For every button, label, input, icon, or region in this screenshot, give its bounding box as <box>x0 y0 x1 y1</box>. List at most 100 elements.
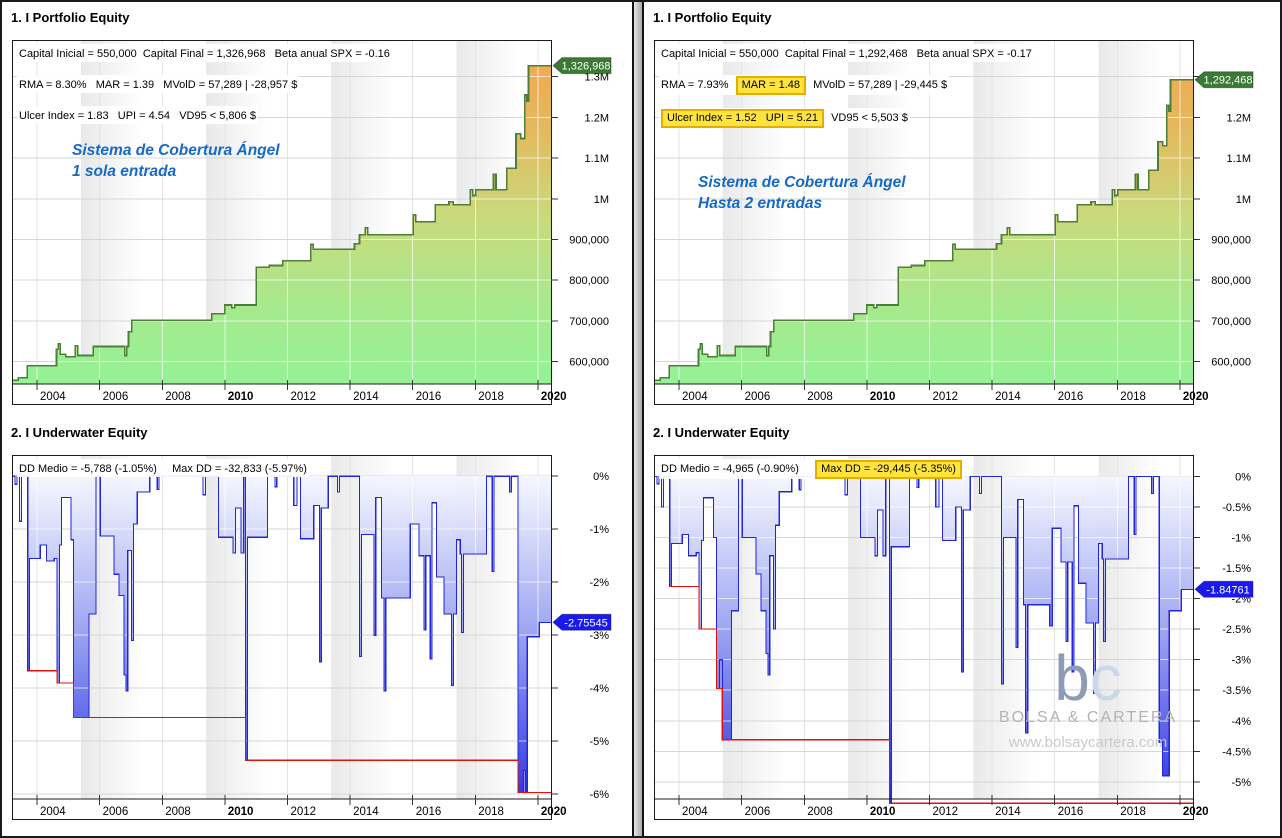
stat-value: Ulcer Index = 1.83 UPI = 4.54 VD95 < 5,8… <box>19 110 256 122</box>
svg-text:-6%: -6% <box>589 789 609 801</box>
svg-text:2020: 2020 <box>541 391 567 403</box>
stat-value: Capital Inicial = 550,000 Capital Final … <box>19 48 390 60</box>
svg-text:2008: 2008 <box>165 806 191 818</box>
svg-text:-1.5%: -1.5% <box>1222 563 1251 575</box>
svg-text:2010: 2010 <box>228 806 254 818</box>
svg-text:2008: 2008 <box>807 391 833 403</box>
panel-single-entry: 1. I Portfolio Equity 2004 2006 2008 2010 20… <box>2 2 632 836</box>
svg-text:-1.84761: -1.84761 <box>1206 584 1249 596</box>
stats-row: DD Medio = -5,788 (-1.05%) Max DD = -32,… <box>17 459 309 477</box>
stats-row: Ulcer Index = 1.52 UPI = 5.21 VD95 < 5,5… <box>659 108 910 128</box>
portfolio-equity-chart: 2004 2006 2008 2010 2012 2014 2016 2018 2020 600,… <box>12 40 612 406</box>
svg-text:1,326,968: 1,326,968 <box>562 61 611 73</box>
svg-text:2006: 2006 <box>745 806 771 818</box>
last-value-badge <box>1194 580 1254 598</box>
panel-two-entries: 1. I Portfolio Equity 2004 2006 2008 2010 20… <box>644 2 1280 836</box>
panel-splitter[interactable] <box>632 2 644 836</box>
portfolio-equity-chart: 2004 2006 2008 2010 2012 2014 2016 2018 2020 600,… <box>654 40 1254 406</box>
svg-text:1.2M: 1.2M <box>585 112 609 124</box>
underwater-equity-title: 2. I Underwater Equity <box>653 425 790 440</box>
svg-text:2010: 2010 <box>870 391 896 403</box>
svg-text:2012: 2012 <box>932 806 958 818</box>
svg-text:2012: 2012 <box>932 391 958 403</box>
svg-text:-4%: -4% <box>589 683 609 695</box>
svg-text:1.2M: 1.2M <box>1227 112 1251 124</box>
svg-text:600,000: 600,000 <box>569 357 609 369</box>
underwater-equity-title: 2. I Underwater Equity <box>11 425 148 440</box>
annotation-line: 1 sola entrada <box>72 163 177 180</box>
stats-row: Ulcer Index = 1.83 UPI = 4.54 VD95 < 5,8… <box>17 106 258 124</box>
stats-row: Capital Inicial = 550,000 Capital Final … <box>659 44 1034 62</box>
stat-value: RMA = 7.93% <box>661 79 732 91</box>
underwater-equity-chart: 2004 2006 2008 2010 2012 2014 2016 2018 2020 0% -0… <box>654 455 1254 821</box>
svg-text:2010: 2010 <box>870 806 896 818</box>
svg-text:-5%: -5% <box>1231 777 1251 789</box>
underwater-equity-plot: 2004 2006 2008 2010 2012 2014 2016 2018 2020 0% -1… <box>12 455 612 820</box>
svg-text:2012: 2012 <box>290 806 316 818</box>
stat-value: RMA = 8.30% MAR = 1.39 MVolD = 57,289 | … <box>19 79 298 91</box>
annotation-line: Hasta 2 entradas <box>698 195 823 212</box>
svg-text:-2.75545: -2.75545 <box>564 617 607 629</box>
svg-text:2018: 2018 <box>478 391 504 403</box>
annotation-line: Sistema de Cobertura Ángel <box>698 174 906 191</box>
svg-text:600,000: 600,000 <box>1211 357 1251 369</box>
stats-row: RMA = 8.30% MAR = 1.39 MVolD = 57,289 | … <box>17 75 300 93</box>
portfolio-equity-title: 1. I Portfolio Equity <box>11 10 130 25</box>
svg-text:2020: 2020 <box>541 806 567 818</box>
svg-text:-3.5%: -3.5% <box>1222 685 1251 697</box>
svg-text:1,292,468: 1,292,468 <box>1204 75 1253 87</box>
portfolio-equity-title: 1. I Portfolio Equity <box>653 10 772 25</box>
svg-text:800,000: 800,000 <box>1211 275 1251 287</box>
stat-value: VD95 < 5,503 $ <box>828 112 908 124</box>
svg-text:2006: 2006 <box>103 391 129 403</box>
svg-text:-0.5%: -0.5% <box>1222 502 1251 514</box>
svg-text:2016: 2016 <box>416 391 442 403</box>
svg-text:2008: 2008 <box>165 391 191 403</box>
svg-text:2014: 2014 <box>353 391 379 403</box>
svg-text:800,000: 800,000 <box>569 275 609 287</box>
stat-value: MVolD = 57,289 | -29,445 $ <box>810 79 948 91</box>
portfolio-equity-plot: 2004 2006 2008 2010 2012 2014 2016 2018 2020 600,… <box>654 40 1254 405</box>
svg-text:-2.5%: -2.5% <box>1222 624 1251 636</box>
svg-text:2008: 2008 <box>807 806 833 818</box>
last-value-badge <box>1194 71 1254 89</box>
svg-text:-1%: -1% <box>589 524 609 536</box>
svg-text:2020: 2020 <box>1183 391 1209 403</box>
svg-text:2018: 2018 <box>1120 806 1146 818</box>
svg-text:0%: 0% <box>593 471 609 483</box>
svg-text:2014: 2014 <box>995 391 1021 403</box>
system-annotation: Sistema de Cobertura Ángel Hasta 2 entra… <box>698 172 906 214</box>
svg-text:-1%: -1% <box>1231 532 1251 544</box>
svg-text:2014: 2014 <box>353 806 379 818</box>
portfolio-stats: Capital Inicial = 550,000 Capital Final … <box>17 44 392 137</box>
svg-text:2010: 2010 <box>228 391 254 403</box>
svg-text:2018: 2018 <box>1120 391 1146 403</box>
underwater-equity-plot: 2004 2006 2008 2010 2012 2014 2016 2018 2020 0% -0… <box>654 455 1254 820</box>
svg-text:1.3M: 1.3M <box>585 72 609 84</box>
svg-text:2004: 2004 <box>682 806 708 818</box>
underwater-stats: DD Medio = -4,965 (-0.90%) Max DD = -29,… <box>659 459 964 492</box>
svg-text:2016: 2016 <box>1058 391 1084 403</box>
stats-row: Capital Inicial = 550,000 Capital Final … <box>17 44 392 62</box>
svg-text:700,000: 700,000 <box>1211 316 1251 328</box>
stats-row: DD Medio = -4,965 (-0.90%) Max DD = -29,… <box>659 459 964 479</box>
svg-text:2004: 2004 <box>40 391 66 403</box>
svg-text:2006: 2006 <box>103 806 129 818</box>
svg-text:2020: 2020 <box>1183 806 1209 818</box>
system-annotation: Sistema de Cobertura Ángel 1 sola entrad… <box>72 140 280 182</box>
svg-text:-4.5%: -4.5% <box>1222 746 1251 758</box>
svg-text:2014: 2014 <box>995 806 1021 818</box>
stats-row: RMA = 7.93% MAR = 1.48 MVolD = 57,289 | … <box>659 75 950 95</box>
annotation-line: Sistema de Cobertura Ángel <box>72 142 280 159</box>
stat-value-highlighted: MAR = 1.48 <box>735 76 807 95</box>
svg-text:2018: 2018 <box>478 806 504 818</box>
svg-text:700,000: 700,000 <box>569 316 609 328</box>
svg-text:-3%: -3% <box>589 630 609 642</box>
portfolio-stats: Capital Inicial = 550,000 Capital Final … <box>659 44 1034 141</box>
svg-text:2006: 2006 <box>745 391 771 403</box>
last-value-badge <box>552 613 612 631</box>
svg-text:2016: 2016 <box>1058 806 1084 818</box>
underwater-equity-chart: 2004 2006 2008 2010 2012 2014 2016 2018 2020 0% -1… <box>12 455 612 821</box>
stat-value: DD Medio = -5,788 (-1.05%) Max DD = -32,… <box>19 463 307 475</box>
